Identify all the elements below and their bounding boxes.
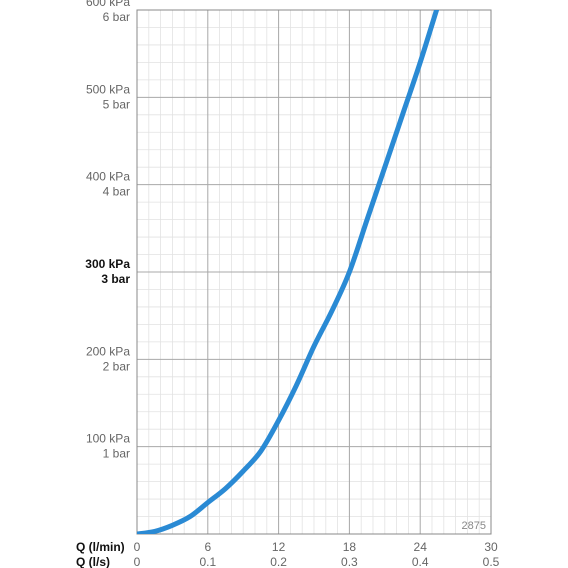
y-tick-label-bar: 5 bar <box>103 97 130 111</box>
y-tick-label-bar: 1 bar <box>103 447 130 461</box>
x-tick-label-ls: 0.2 <box>270 555 287 568</box>
chart-code-label: 2875 <box>462 520 486 532</box>
x-tick-label-lmin: 18 <box>343 540 357 554</box>
x-tick-label-ls: 0.4 <box>412 555 429 568</box>
y-tick-label-kpa: 200 kPa <box>86 344 130 358</box>
y-tick-label-bar: 2 bar <box>103 359 130 373</box>
y-tick-label-kpa: 100 kPa <box>86 432 130 446</box>
y-tick-label-bar: 6 bar <box>103 10 130 24</box>
x-axis-title-ls: Q (l/s) <box>76 555 110 568</box>
x-tick-label-lmin: 30 <box>484 540 498 554</box>
x-tick-label-ls: 0.5 <box>483 555 500 568</box>
y-tick-label-bar: 4 bar <box>103 185 130 199</box>
x-axis-title-lmin: Q (l/min) <box>76 540 125 554</box>
x-tick-label-ls: 0.1 <box>199 555 216 568</box>
y-tick-label-kpa: 500 kPa <box>86 82 130 96</box>
x-tick-label-lmin: 6 <box>204 540 211 554</box>
y-tick-label-kpa: 400 kPa <box>86 170 130 184</box>
x-tick-label-lmin: 12 <box>272 540 286 554</box>
major-grid <box>137 10 491 534</box>
x-tick-label-lmin: 0 <box>134 540 141 554</box>
x-tick-label-ls: 0 <box>134 555 141 568</box>
x-tick-label-lmin: 24 <box>414 540 428 554</box>
y-tick-label-bar: 3 bar <box>101 272 130 286</box>
x-axis-tick-labels: 00 60.1 120.2 180.3 240.4 300.5 <box>134 540 500 568</box>
series-group <box>137 10 440 534</box>
series-line <box>137 10 440 534</box>
plot-frame <box>136 9 492 535</box>
x-tick-label-ls: 0.3 <box>341 555 358 568</box>
y-tick-label-kpa: 600 kPa <box>86 0 130 9</box>
y-tick-label-kpa: 300 kPa <box>85 257 130 271</box>
